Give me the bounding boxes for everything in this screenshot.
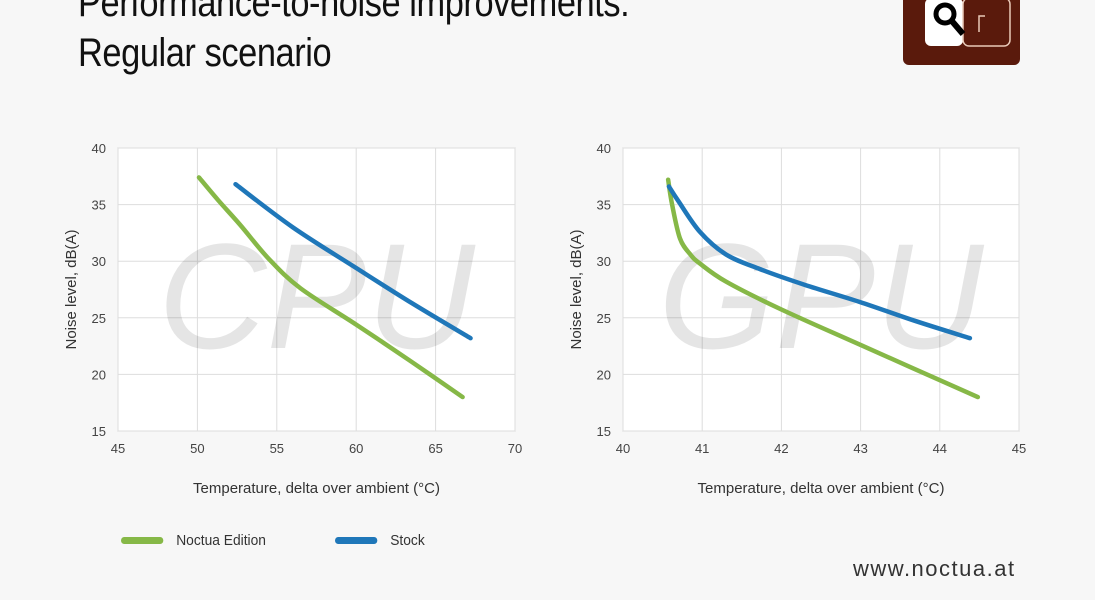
y-tick-label: 20 [597, 367, 611, 382]
noctua-logo-icon [903, 0, 1020, 65]
y-tick-label: 25 [597, 311, 611, 326]
stock-line [233, 181, 473, 341]
x-tick-label: 43 [853, 441, 867, 456]
x-tick-label: 55 [270, 441, 284, 456]
x-tick-label: 65 [428, 441, 442, 456]
y-tick-label: 35 [92, 198, 106, 213]
title-line-2: Regular scenario [78, 31, 332, 75]
x-axis-label: Temperature, delta over ambient (°C) [193, 480, 440, 497]
y-tick-label: 35 [597, 198, 611, 213]
x-tick-label: 50 [190, 441, 204, 456]
y-tick-label: 15 [92, 424, 106, 439]
legend-item-stock: Stock [335, 532, 425, 549]
legend-label-stock: Stock [390, 532, 425, 549]
x-tick-label: 44 [933, 441, 947, 456]
y-tick-label: 20 [92, 367, 106, 382]
y-axis-label: Noise level, dB(A) [63, 229, 80, 349]
y-tick-label: 40 [92, 141, 106, 156]
y-axis-label: Noise level, dB(A) [568, 229, 585, 349]
x-tick-label: 60 [349, 441, 363, 456]
y-tick-label: 30 [597, 254, 611, 269]
chart-watermark: CPU [158, 212, 476, 380]
title-line-1: Performance-to-noise improvements: [78, 0, 630, 25]
plot-area [117, 147, 516, 432]
x-tick-label: 41 [695, 441, 709, 456]
x-tick-label: 45 [111, 441, 125, 456]
slide-title: Performance-to-noise improvements: Regul… [78, 0, 630, 78]
y-tick-label: 40 [597, 141, 611, 156]
x-tick-label: 40 [616, 441, 630, 456]
website-url: www.noctua.at [853, 556, 1016, 581]
legend-swatch-stock [335, 537, 378, 544]
legend-item-noctua: Noctua Edition [121, 532, 266, 549]
cpu-chart: 45 50 55 60 65 70 15 20 25 30 35 40 CPU Temperature, … [63, 141, 522, 497]
noctua-edition-line [196, 175, 465, 400]
chart-watermark: GPU [658, 212, 985, 380]
x-tick-label: 70 [508, 441, 522, 456]
y-tick-label: 15 [597, 424, 611, 439]
y-tick-label: 25 [92, 311, 106, 326]
noctua-edition-line [665, 177, 981, 400]
y-tick-label: 30 [92, 254, 106, 269]
x-tick-label: 42 [774, 441, 788, 456]
stock-line [666, 184, 973, 341]
legend-swatch-noctua [121, 537, 164, 544]
x-axis-label: Temperature, delta over ambient (°C) [698, 480, 945, 497]
legend-label-noctua: Noctua Edition [176, 532, 266, 549]
x-tick-label: 45 [1012, 441, 1026, 456]
gpu-chart: 40 41 42 43 44 45 15 20 25 30 35 40 GPU Temperature, … [568, 141, 1026, 497]
